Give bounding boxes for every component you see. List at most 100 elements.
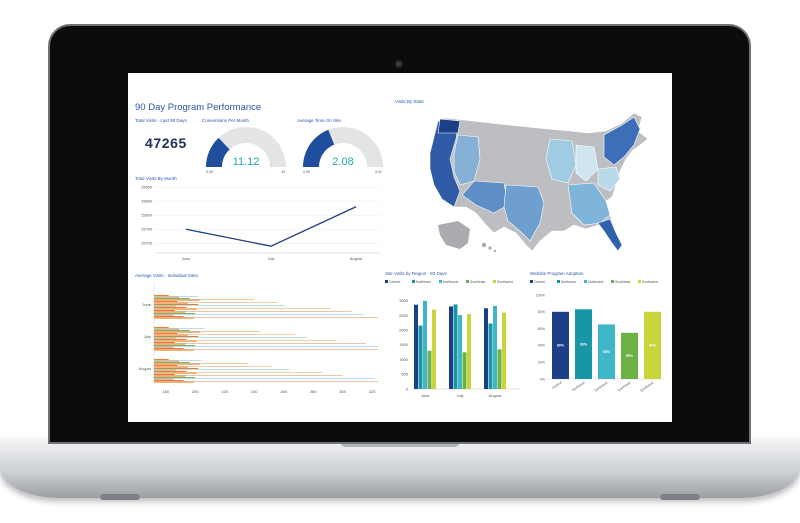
total-visits-value: 47265 (145, 135, 187, 151)
hbar-orange-bar (154, 348, 184, 350)
region-ytick: 1500 (399, 342, 409, 347)
hbar-light-bar (154, 349, 378, 350)
hbar-light-bar (154, 381, 378, 382)
map-west-coast (429, 120, 461, 208)
adoption-xtick: Central (551, 380, 562, 390)
hbar-orange-bar (154, 328, 180, 330)
map-hawaii-1 (481, 242, 487, 248)
hbar-category-label: August (139, 366, 152, 371)
adoption-ytick: 40% (538, 344, 546, 348)
hbar-orange-bar (154, 368, 199, 370)
region-bar (462, 352, 467, 389)
region-xtick: August (489, 393, 502, 398)
gauge-conversions-value: 11.12 (233, 156, 260, 168)
hbar-xtick: 220 (221, 389, 228, 394)
gauge-conversions-fill (206, 137, 230, 167)
hbar-light-bar (154, 375, 343, 376)
hbar-light-bar (154, 363, 249, 364)
hbar-orange-bar (154, 304, 199, 306)
hbar-xtick: 260 (280, 389, 287, 394)
region-bar (427, 350, 432, 389)
hbar-orange-bar (154, 334, 188, 336)
map-hawaii-3 (493, 249, 497, 253)
laptop-base (0, 438, 800, 498)
hbar-category-label: June (142, 302, 151, 307)
gauge-conversions-label: Conversions Per Month (202, 118, 250, 123)
hbar-light-bar (154, 366, 272, 367)
adoption-legend-label: Northeast (561, 280, 576, 284)
region-ytick: 2000 (399, 328, 409, 333)
hbar-xtick: 300 (339, 389, 346, 394)
map-great-lakes (575, 144, 599, 182)
region-ytick: 1000 (399, 357, 409, 362)
hbar-light-bar (154, 369, 290, 370)
region-ytick: 0 (406, 386, 409, 391)
region-legend-swatch (385, 280, 388, 283)
hbar-light-bar (154, 331, 261, 332)
hbar-orange-bar (154, 333, 178, 335)
line-chart-ytick: 15700 (141, 241, 153, 246)
adoption-legend-swatch (638, 280, 641, 283)
us-map-visits-by-state: Visits By State (395, 99, 649, 253)
region-legend-swatch (439, 280, 442, 283)
hbar-orange-bar (154, 377, 196, 379)
region-legend-label: Northeast (416, 280, 431, 284)
gauge-conversions-max: 43 (281, 170, 285, 174)
hbar-orange-bar (154, 296, 180, 298)
region-xtick: July (456, 393, 463, 398)
line-chart-ytick: 15900 (141, 184, 153, 189)
adoption-legend-label: Central (534, 280, 545, 284)
adoption-xtick: Southeast (617, 381, 632, 393)
region-legend-label: Southeast (470, 280, 485, 284)
hbar-light-bar (154, 346, 378, 347)
hbar-xtick: 280 (310, 389, 317, 394)
dashboard-title: 90 Day Program Performance (135, 102, 261, 113)
line-chart-ytick: 15800 (141, 212, 153, 217)
adoption-ytick: 60% (538, 327, 546, 331)
line-chart-ytick: 15850 (141, 198, 153, 203)
map-washington (437, 118, 461, 134)
hbar-orange-bar (154, 313, 196, 315)
line-chart-xtick: June (182, 256, 191, 261)
adoption-xtick: Northwest (594, 381, 609, 393)
hbar-orange-bar (154, 359, 169, 361)
hbar-light-bar (154, 314, 364, 315)
line-chart-ytick: 15750 (141, 227, 153, 232)
hbar-light-bar (154, 299, 255, 300)
region-chart-title: Site Visits by Region - 90 Days (385, 271, 447, 276)
hbar-orange-bar (154, 342, 175, 344)
map-title: Visits By State (395, 99, 424, 104)
hbar-light-bar (154, 311, 352, 312)
region-legend-label: Northwest (443, 280, 458, 284)
gauge-time-on-site: Average Time On Site 2.08 0.00 5.41 (297, 118, 383, 174)
hbar-orange-bar (154, 366, 188, 368)
map-texas (503, 184, 545, 242)
adoption-bar (644, 311, 661, 379)
map-southwest (461, 180, 509, 214)
adoption-legend-swatch (611, 280, 614, 283)
gauge-conversions-min: 0.00 (206, 170, 213, 174)
adoption-xtick: Southwest (639, 381, 654, 393)
hbar-light-bar (154, 317, 378, 318)
hbar-chart-individual-sites: Average Visits - Individual Sites 180 200… (135, 273, 378, 394)
hbar-orange-bar (154, 360, 180, 362)
gauge-time-value: 2.08 (332, 156, 353, 168)
map-hawaii-2 (488, 246, 492, 250)
region-legend-swatch (493, 280, 496, 283)
hbar-orange-bar (154, 362, 190, 364)
hbar-orange-bar (154, 339, 187, 341)
laptop-foot-left (100, 494, 140, 500)
dashboard-canvas: 90 Day Program Performance Total Visits … (135, 99, 664, 398)
hbar-orange-bar (154, 295, 169, 297)
hbar-orange-bar (154, 327, 169, 329)
region-bar (449, 306, 453, 389)
hbar-light-bar (154, 340, 337, 341)
hbar-light-bar (154, 334, 296, 335)
map-mountain-west (453, 134, 481, 186)
webcam (395, 60, 403, 68)
dashboard-screen: 90 Day Program Performance Total Visits … (128, 73, 672, 422)
hbar-orange-bar (154, 317, 194, 319)
hbar-light-bar (154, 360, 202, 361)
hbar-orange-bar (154, 349, 194, 351)
hbar-xtick: 320 (369, 389, 376, 394)
